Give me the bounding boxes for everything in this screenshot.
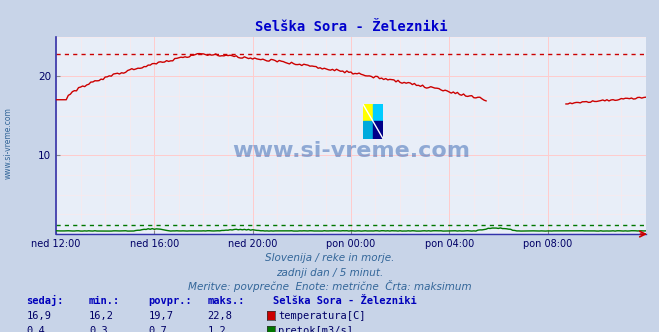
Text: pretok[m3/s]: pretok[m3/s] [278, 326, 353, 332]
Text: maks.:: maks.: [208, 296, 245, 306]
Text: Meritve: povprečne  Enote: metrične  Črta: maksimum: Meritve: povprečne Enote: metrične Črta:… [188, 281, 471, 292]
Text: Selška Sora - Železniki: Selška Sora - Železniki [273, 296, 417, 306]
Text: 19,7: 19,7 [148, 311, 173, 321]
Title: Selška Sora - Železniki: Selška Sora - Železniki [254, 20, 447, 34]
Text: 0,4: 0,4 [26, 326, 45, 332]
Text: 0,7: 0,7 [148, 326, 167, 332]
Text: Slovenija / reke in morje.: Slovenija / reke in morje. [265, 253, 394, 263]
Text: 22,8: 22,8 [208, 311, 233, 321]
Text: min.:: min.: [89, 296, 120, 306]
Text: zadnji dan / 5 minut.: zadnji dan / 5 minut. [276, 268, 383, 278]
Text: 0,3: 0,3 [89, 326, 107, 332]
Text: 1,2: 1,2 [208, 326, 226, 332]
Text: sedaj:: sedaj: [26, 295, 64, 306]
Text: 16,2: 16,2 [89, 311, 114, 321]
Text: temperatura[C]: temperatura[C] [278, 311, 366, 321]
Text: www.si-vreme.com: www.si-vreme.com [4, 107, 13, 179]
Text: povpr.:: povpr.: [148, 296, 192, 306]
Text: 16,9: 16,9 [26, 311, 51, 321]
Text: www.si-vreme.com: www.si-vreme.com [232, 141, 470, 161]
